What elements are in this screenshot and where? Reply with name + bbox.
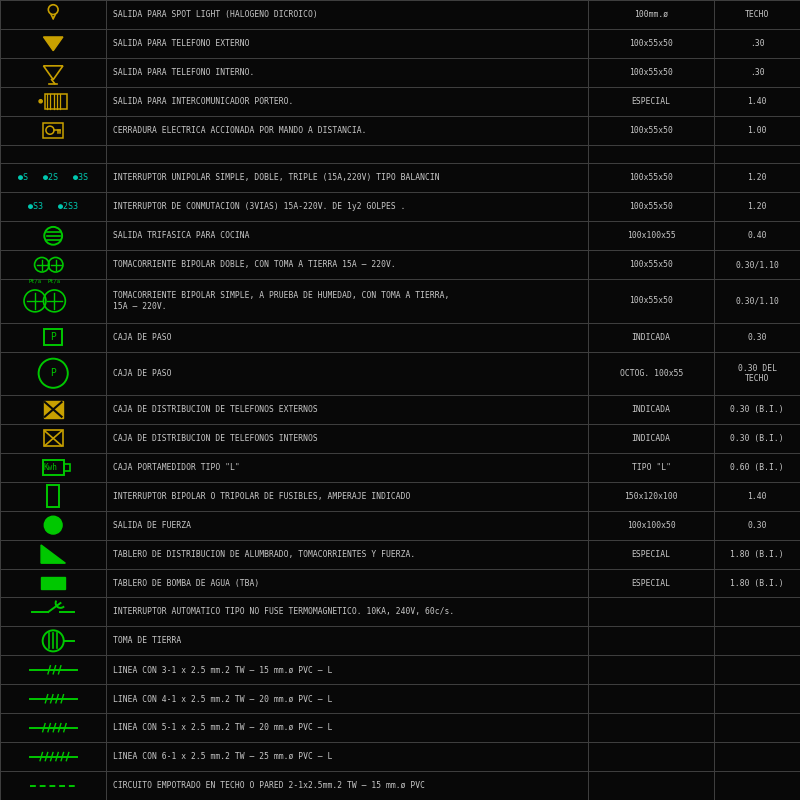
Text: INTERRUPTOR DE CONMUTACION (3VIAS) 15A-220V. DE 1y2 GOLPES .: INTERRUPTOR DE CONMUTACION (3VIAS) 15A-2… <box>113 202 406 211</box>
Text: SALIDA PARA TELEFONO INTERNO.: SALIDA PARA TELEFONO INTERNO. <box>113 68 254 77</box>
Text: 0.30/1.10: 0.30/1.10 <box>735 260 779 270</box>
Text: 100x55x50: 100x55x50 <box>630 260 673 270</box>
Text: Pt/a: Pt/a <box>48 279 61 284</box>
Text: CAJA DE DISTRIBUCION DE TELEFONOS EXTERNOS: CAJA DE DISTRIBUCION DE TELEFONOS EXTERN… <box>113 405 318 414</box>
FancyBboxPatch shape <box>44 402 62 418</box>
Text: 150x120x100: 150x120x100 <box>624 492 678 501</box>
Text: 100x55x50: 100x55x50 <box>630 126 673 134</box>
Text: 0.40: 0.40 <box>747 231 767 240</box>
Text: 1.80 (B.I.): 1.80 (B.I.) <box>730 578 784 587</box>
Text: ●S   ●2S   ●3S: ●S ●2S ●3S <box>18 174 88 182</box>
Text: INTERRUPTOR BIPOLAR O TRIPOLAR DE FUSIBLES, AMPERAJE INDICADO: INTERRUPTOR BIPOLAR O TRIPOLAR DE FUSIBL… <box>113 492 410 501</box>
Text: 0.30: 0.30 <box>747 521 767 530</box>
Text: OCTOG. 100x55: OCTOG. 100x55 <box>619 369 683 378</box>
Polygon shape <box>43 37 63 50</box>
Text: 100x55x50: 100x55x50 <box>630 202 673 211</box>
Text: 0.30 (B.I.): 0.30 (B.I.) <box>730 405 784 414</box>
Text: .30: .30 <box>750 39 765 48</box>
Text: 0.60 (B.I.): 0.60 (B.I.) <box>730 462 784 472</box>
Text: ESPECIAL: ESPECIAL <box>632 550 670 558</box>
Circle shape <box>39 100 42 103</box>
Text: LINEA CON 5-1 x 2.5 mm.2 TW – 20 mm.ø PVC – L: LINEA CON 5-1 x 2.5 mm.2 TW – 20 mm.ø PV… <box>113 723 332 732</box>
Text: 1.80 (B.I.): 1.80 (B.I.) <box>730 550 784 558</box>
Text: P: P <box>50 368 56 378</box>
Text: INTERRUPTOR AUTOMATICO TIPO NO FUSE TERMOMAGNETICO. 10KA, 240V, 60c/s.: INTERRUPTOR AUTOMATICO TIPO NO FUSE TERM… <box>113 607 454 617</box>
Text: CAJA DE DISTRIBUCION DE TELEFONOS INTERNOS: CAJA DE DISTRIBUCION DE TELEFONOS INTERN… <box>113 434 318 443</box>
Text: LINEA CON 6-1 x 2.5 mm.2 TW – 25 mm.ø PVC – L: LINEA CON 6-1 x 2.5 mm.2 TW – 25 mm.ø PV… <box>113 752 332 761</box>
Circle shape <box>44 516 62 534</box>
Text: 100x100x50: 100x100x50 <box>627 521 675 530</box>
Text: 100x100x55: 100x100x55 <box>627 231 675 240</box>
Text: CAJA DE PASO: CAJA DE PASO <box>113 333 171 342</box>
Text: 1.20: 1.20 <box>747 174 767 182</box>
Text: TABLERO DE BOMBA DE AGUA (TBA): TABLERO DE BOMBA DE AGUA (TBA) <box>113 578 259 587</box>
Text: 100x55x50: 100x55x50 <box>630 39 673 48</box>
Text: TOMACORRIENTE BIPOLAR SIMPLE, A PRUEBA DE HUMEDAD, CON TOMA A TIERRA,
15A – 220V: TOMACORRIENTE BIPOLAR SIMPLE, A PRUEBA D… <box>113 291 449 310</box>
Text: ESPECIAL: ESPECIAL <box>632 578 670 587</box>
Text: SALIDA DE FUERZA: SALIDA DE FUERZA <box>113 521 191 530</box>
Text: P: P <box>50 332 56 342</box>
FancyBboxPatch shape <box>41 577 66 590</box>
Text: CAJA PORTAMEDIDOR TIPO "L": CAJA PORTAMEDIDOR TIPO "L" <box>113 462 239 472</box>
Text: TOMA DE TIERRA: TOMA DE TIERRA <box>113 636 181 646</box>
Text: SALIDA TRIFASICA PARA COCINA: SALIDA TRIFASICA PARA COCINA <box>113 231 250 240</box>
Text: 0.30/1.10: 0.30/1.10 <box>735 297 779 306</box>
Text: INTERRUPTOR UNIPOLAR SIMPLE, DOBLE, TRIPLE (15A,220V) TIPO BALANCIN: INTERRUPTOR UNIPOLAR SIMPLE, DOBLE, TRIP… <box>113 174 439 182</box>
Text: CIRCUITO EMPOTRADO EN TECHO O PARED 2-1x2.5mm.2 TW – 15 mm.ø PVC: CIRCUITO EMPOTRADO EN TECHO O PARED 2-1x… <box>113 781 425 790</box>
Text: 100mm.ø: 100mm.ø <box>634 10 668 19</box>
Text: Kwh: Kwh <box>44 462 58 472</box>
Text: Pt/a: Pt/a <box>29 279 42 284</box>
Text: 1.00: 1.00 <box>747 126 767 134</box>
Text: 1.40: 1.40 <box>747 492 767 501</box>
Text: SALIDA PARA TELEFONO EXTERNO: SALIDA PARA TELEFONO EXTERNO <box>113 39 250 48</box>
Text: CERRADURA ELECTRICA ACCIONADA POR MANDO A DISTANCIA.: CERRADURA ELECTRICA ACCIONADA POR MANDO … <box>113 126 366 134</box>
Text: INDICADA: INDICADA <box>632 333 670 342</box>
Text: TABLERO DE DISTRIBUCION DE ALUMBRADO, TOMACORRIENTES Y FUERZA.: TABLERO DE DISTRIBUCION DE ALUMBRADO, TO… <box>113 550 415 558</box>
Text: SALIDA PARA INTERCOMUNICADOR PORTERO.: SALIDA PARA INTERCOMUNICADOR PORTERO. <box>113 97 293 106</box>
Text: LINEA CON 3-1 x 2.5 mm.2 TW – 15 mm.ø PVC – L: LINEA CON 3-1 x 2.5 mm.2 TW – 15 mm.ø PV… <box>113 666 332 674</box>
Text: 1.20: 1.20 <box>747 202 767 211</box>
Text: .30: .30 <box>750 68 765 77</box>
Text: TIPO "L": TIPO "L" <box>632 462 670 472</box>
Text: 100x55x50: 100x55x50 <box>630 68 673 77</box>
Text: CAJA DE PASO: CAJA DE PASO <box>113 369 171 378</box>
Text: INDICADA: INDICADA <box>632 434 670 443</box>
Text: 1.40: 1.40 <box>747 97 767 106</box>
Text: TECHO: TECHO <box>745 10 770 19</box>
Text: 100x55x50: 100x55x50 <box>630 174 673 182</box>
Text: ESPECIAL: ESPECIAL <box>632 97 670 106</box>
Text: SALIDA PARA SPOT LIGHT (HALOGENO DICROICO): SALIDA PARA SPOT LIGHT (HALOGENO DICROIC… <box>113 10 318 19</box>
Text: 0.30 DEL
TECHO: 0.30 DEL TECHO <box>738 363 777 383</box>
Text: 100x55x50: 100x55x50 <box>630 297 673 306</box>
Text: 0.30 (B.I.): 0.30 (B.I.) <box>730 434 784 443</box>
Text: LINEA CON 4-1 x 2.5 mm.2 TW – 20 mm.ø PVC – L: LINEA CON 4-1 x 2.5 mm.2 TW – 20 mm.ø PV… <box>113 694 332 703</box>
Text: ●S3   ●2S3: ●S3 ●2S3 <box>28 202 78 211</box>
Polygon shape <box>41 545 66 563</box>
Text: TOMACORRIENTE BIPOLAR DOBLE, CON TOMA A TIERRA 15A – 220V.: TOMACORRIENTE BIPOLAR DOBLE, CON TOMA A … <box>113 260 395 270</box>
Text: INDICADA: INDICADA <box>632 405 670 414</box>
Text: 0.30: 0.30 <box>747 333 767 342</box>
